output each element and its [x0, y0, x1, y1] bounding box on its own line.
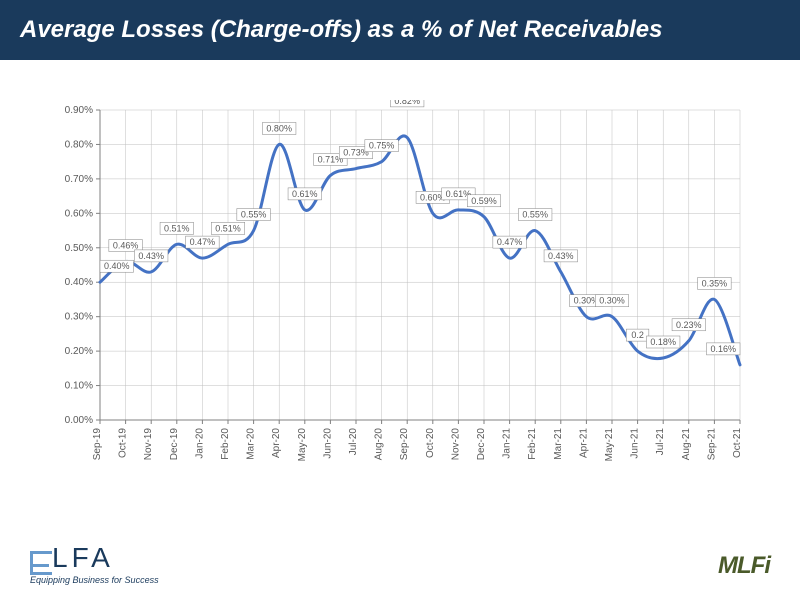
svg-text:0.47%: 0.47% [190, 237, 216, 247]
svg-text:Aug-21: Aug-21 [681, 428, 692, 461]
svg-text:Nov-20: Nov-20 [450, 428, 461, 461]
svg-text:0.60%: 0.60% [65, 208, 93, 219]
chart-svg: 0.00% 0.10% 0.20% 0.30% 0.40% 0.50% 0.60% 0.70%… [50, 100, 750, 510]
svg-text:0.2: 0.2 [631, 330, 644, 340]
svg-text:0.47%: 0.47% [497, 237, 523, 247]
svg-text:Apr-20: Apr-20 [271, 428, 282, 458]
svg-text:Oct-21: Oct-21 [732, 428, 743, 458]
mlfi-logo: MLFi [718, 552, 770, 580]
page-title: Average Losses (Charge-offs) as a % of N… [0, 0, 800, 60]
svg-text:Feb-21: Feb-21 [527, 428, 538, 460]
svg-text:Jan-20: Jan-20 [194, 428, 205, 459]
svg-text:Oct-20: Oct-20 [425, 428, 436, 458]
elfa-logo: LFA Equipping Business for Success [30, 542, 159, 585]
svg-text:Sep-19: Sep-19 [92, 428, 103, 461]
svg-text:0.40%: 0.40% [65, 277, 93, 288]
svg-text:0.59%: 0.59% [471, 196, 497, 206]
svg-text:0.16%: 0.16% [710, 344, 736, 354]
svg-text:0.75%: 0.75% [369, 141, 395, 151]
svg-text:0.30%: 0.30% [65, 312, 93, 323]
svg-text:0.61%: 0.61% [292, 189, 318, 199]
svg-text:0.80%: 0.80% [266, 123, 292, 133]
svg-text:0.51%: 0.51% [215, 223, 241, 233]
svg-text:Sep-20: Sep-20 [399, 428, 410, 461]
svg-text:May-20: May-20 [297, 428, 308, 462]
svg-text:0.82%: 0.82% [394, 100, 420, 106]
svg-text:Sep-21: Sep-21 [706, 428, 717, 461]
svg-text:0.00%: 0.00% [65, 415, 93, 426]
svg-text:0.55%: 0.55% [522, 210, 548, 220]
svg-text:May-21: May-21 [604, 428, 615, 462]
svg-text:0.18%: 0.18% [650, 337, 676, 347]
svg-text:Mar-20: Mar-20 [246, 428, 257, 460]
svg-text:Oct-19: Oct-19 [118, 428, 129, 458]
svg-text:Dec-20: Dec-20 [476, 428, 487, 461]
svg-text:Jun-20: Jun-20 [322, 428, 333, 459]
svg-text:Jul-21: Jul-21 [655, 428, 666, 456]
svg-text:0.35%: 0.35% [702, 278, 728, 288]
svg-text:0.80%: 0.80% [65, 139, 93, 150]
svg-text:0.46%: 0.46% [113, 241, 139, 251]
svg-text:Nov-19: Nov-19 [143, 428, 154, 461]
svg-text:0.43%: 0.43% [548, 251, 574, 261]
svg-text:0.23%: 0.23% [676, 320, 702, 330]
svg-text:Jan-21: Jan-21 [502, 428, 513, 459]
svg-text:0.50%: 0.50% [65, 243, 93, 254]
line-chart: 0.00% 0.10% 0.20% 0.30% 0.40% 0.50% 0.60% 0.70%… [50, 100, 750, 510]
svg-text:0.90%: 0.90% [65, 105, 93, 116]
svg-text:0.70%: 0.70% [65, 174, 93, 185]
svg-text:0.51%: 0.51% [164, 223, 190, 233]
svg-text:Dec-19: Dec-19 [169, 428, 180, 461]
svg-text:0.20%: 0.20% [65, 346, 93, 357]
svg-text:0.55%: 0.55% [241, 210, 267, 220]
svg-text:0.30%: 0.30% [599, 296, 625, 306]
svg-text:0.40%: 0.40% [104, 261, 130, 271]
svg-text:0.43%: 0.43% [138, 251, 164, 261]
elfa-tagline: Equipping Business for Success [30, 575, 159, 585]
svg-text:Jun-21: Jun-21 [630, 428, 641, 459]
svg-text:Jul-20: Jul-20 [348, 428, 359, 456]
svg-text:Apr-21: Apr-21 [578, 428, 589, 458]
svg-text:0.10%: 0.10% [65, 381, 93, 392]
svg-text:Feb-20: Feb-20 [220, 428, 231, 460]
svg-text:Aug-20: Aug-20 [374, 428, 385, 461]
svg-text:Mar-21: Mar-21 [553, 428, 564, 460]
